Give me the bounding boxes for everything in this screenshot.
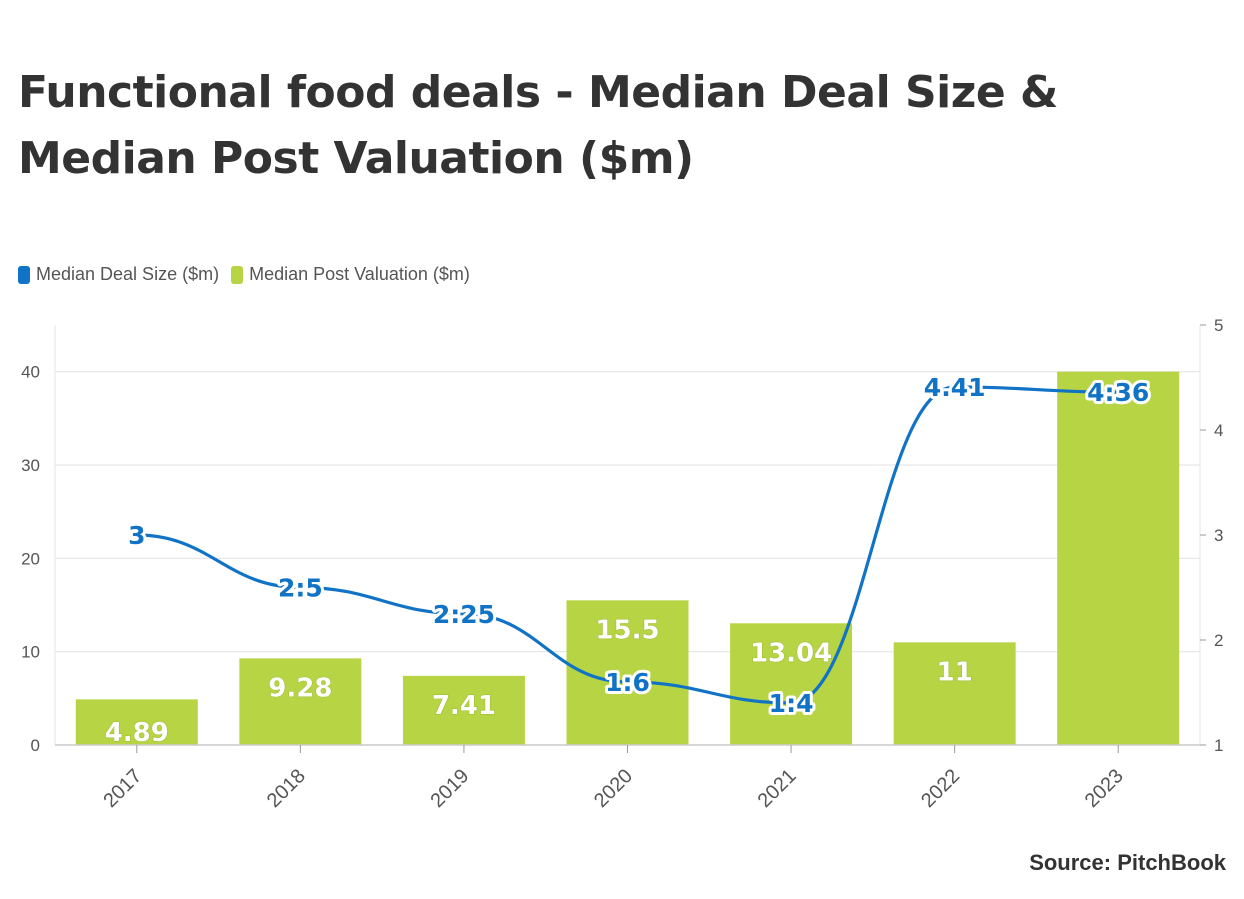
legend: Median Deal Size ($m) Median Post Valuat… <box>18 264 482 285</box>
line-value-label: 1:4 <box>769 689 814 718</box>
bar-2022 <box>893 642 1016 745</box>
bar-2018 <box>239 658 362 745</box>
legend-swatch-post-valuation <box>231 265 244 284</box>
bar-2017 <box>75 699 198 745</box>
bar-value-label: 7.41 <box>432 691 496 721</box>
line-value-label: 4.41 <box>924 373 986 402</box>
legend-label-post-valuation: Median Post Valuation ($m) <box>249 264 470 284</box>
bar-2019 <box>402 675 525 745</box>
y-left-tick-label: 20 <box>21 549 40 568</box>
y-left-tick-label: 10 <box>21 643 40 662</box>
line-value-label: 2:25 <box>433 600 495 629</box>
bar-value-label: 11 <box>937 657 973 687</box>
y-left-tick-label: 0 <box>31 736 40 755</box>
line-value-label: 2:5 <box>278 574 323 603</box>
line-value-label: 4:36 <box>1087 378 1149 407</box>
source-note: Source: PitchBook <box>1029 850 1226 875</box>
line-value-label: 1:6 <box>605 668 650 697</box>
deal-size-line <box>135 385 1120 705</box>
bar-2023 <box>1057 371 1180 745</box>
y-right-tick-label: 4 <box>1214 421 1223 440</box>
x-tick-label-2021: 2021 <box>754 765 801 812</box>
bar-value-label: 9.28 <box>268 673 332 703</box>
y-right-tick-label: 5 <box>1214 316 1223 335</box>
x-tick-label-2017: 2017 <box>99 765 146 812</box>
x-tick-label-2022: 2022 <box>917 765 964 812</box>
y-left-tick-label: 40 <box>21 363 40 382</box>
bar-value-label: 4.89 <box>105 718 169 748</box>
x-tick-label-2018: 2018 <box>263 765 310 812</box>
y-right-tick-label: 2 <box>1214 631 1223 650</box>
bar-value-label: 13.04 <box>750 638 832 668</box>
y-right-tick-label: 1 <box>1214 736 1223 755</box>
x-tick-label-2019: 2019 <box>426 765 473 812</box>
bar-value-label: 15.5 <box>595 615 659 645</box>
combo-chart: 0 10 20 30 40 1 2 3 4 5 2017 2018 2019 2020 2021 2022 20… <box>21 316 1223 812</box>
y-right-tick-label: 3 <box>1214 526 1223 545</box>
legend-item-post-valuation[interactable]: Median Post Valuation ($m) <box>231 264 470 285</box>
chart-title: Functional food deals - Median Deal Size… <box>18 67 1058 184</box>
y-left-tick-label: 30 <box>21 456 40 475</box>
legend-swatch-deal-size <box>18 265 30 284</box>
bar-2021 <box>730 623 853 745</box>
line-value-label: 3 <box>128 521 145 550</box>
x-tick-label-2023: 2023 <box>1081 765 1128 812</box>
legend-item-deal-size[interactable]: Median Deal Size ($m) <box>18 264 219 285</box>
legend-label-deal-size: Median Deal Size ($m) <box>36 264 220 284</box>
x-tick-label-2020: 2020 <box>590 765 637 812</box>
